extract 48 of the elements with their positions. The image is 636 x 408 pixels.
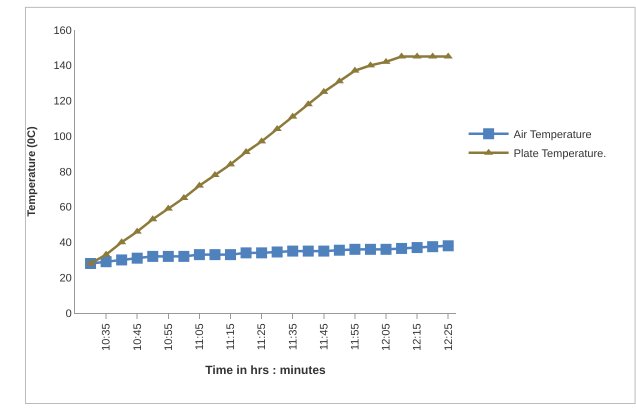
point bbox=[240, 247, 252, 258]
point bbox=[116, 254, 128, 266]
point bbox=[396, 242, 408, 254]
point bbox=[147, 250, 158, 262]
x-tick-label: 11:05 bbox=[194, 323, 206, 350]
y-tick-label: 0 bbox=[66, 308, 72, 320]
y-tick-label: 20 bbox=[60, 272, 72, 284]
point bbox=[427, 241, 438, 252]
legend-label: Air Temperature bbox=[514, 128, 592, 141]
point bbox=[318, 246, 330, 257]
y-tick-label: 100 bbox=[53, 130, 72, 143]
x-tick-label: 12:05 bbox=[380, 323, 393, 351]
x-tick-label: 11:45 bbox=[318, 323, 330, 350]
point bbox=[162, 250, 174, 262]
x-tick-label: 12:15 bbox=[412, 323, 424, 351]
x-tick-label: 11:15 bbox=[225, 323, 238, 350]
y-tick-label: 40 bbox=[60, 237, 72, 250]
y-tick-label: 160 bbox=[53, 24, 72, 37]
point bbox=[412, 242, 423, 254]
y-tick-label: 60 bbox=[60, 202, 72, 214]
point bbox=[178, 250, 190, 262]
point bbox=[442, 240, 454, 252]
x-tick-label: 12:25 bbox=[442, 323, 455, 351]
point bbox=[225, 249, 236, 260]
point bbox=[334, 244, 345, 256]
x-tick-label: 10:45 bbox=[132, 323, 144, 351]
x-tick-label: 11:35 bbox=[287, 323, 300, 350]
x-tick-label: 10:55 bbox=[162, 323, 175, 351]
point bbox=[100, 256, 112, 268]
legend-label: Plate Temperature. bbox=[514, 148, 606, 160]
point bbox=[349, 244, 360, 255]
x-tick-label: 11:55 bbox=[349, 323, 362, 350]
y-tick-label: 120 bbox=[53, 96, 72, 108]
point bbox=[302, 246, 314, 257]
y-axis-title: Temperature (0C) bbox=[26, 126, 38, 217]
point bbox=[272, 246, 283, 258]
point bbox=[287, 246, 298, 257]
x-axis-title: Time in hrs : minutes bbox=[205, 362, 326, 377]
point bbox=[132, 252, 143, 264]
point bbox=[380, 244, 392, 255]
y-tick-label: 140 bbox=[53, 60, 72, 72]
point bbox=[209, 249, 220, 260]
point bbox=[194, 249, 205, 260]
y-tick-label: 80 bbox=[60, 166, 72, 178]
point bbox=[256, 247, 268, 258]
point bbox=[364, 244, 376, 255]
x-tick-label: 11:25 bbox=[256, 323, 268, 350]
x-tick-label: 10:35 bbox=[100, 323, 113, 351]
